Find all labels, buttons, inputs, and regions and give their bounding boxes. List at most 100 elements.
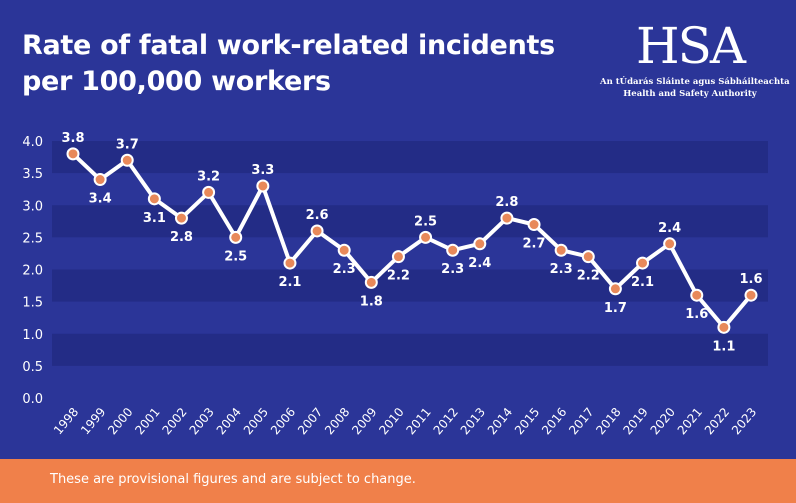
data-point (174, 211, 188, 225)
data-label: 2.2 (387, 269, 410, 284)
x-tick-label: 2005 (241, 405, 271, 437)
x-tick-label: 2018 (593, 405, 623, 437)
y-tick-label: 2.5 (22, 231, 43, 246)
x-tick-label: 2023 (729, 405, 759, 437)
grid-band (52, 141, 768, 174)
footer-note: These are provisional figures and are su… (50, 472, 416, 487)
data-point (717, 320, 731, 334)
data-point (364, 275, 378, 289)
data-point (147, 192, 161, 206)
data-label: 1.8 (360, 294, 383, 309)
data-label: 3.8 (61, 131, 84, 146)
x-tick-label: 2014 (485, 405, 515, 437)
x-tick-label: 2001 (132, 405, 162, 437)
x-tick-label: 2011 (403, 405, 433, 437)
title-line-2: per 100,000 workers (22, 66, 331, 97)
x-tick-label: 2000 (105, 405, 135, 437)
data-point (527, 218, 541, 232)
data-label: 2.8 (495, 195, 518, 210)
data-point (473, 237, 487, 251)
data-label: 2.1 (631, 275, 654, 290)
x-tick-label: 2007 (295, 405, 325, 437)
data-point (663, 237, 677, 251)
data-point (446, 243, 460, 257)
x-tick-label: 2008 (322, 405, 352, 437)
x-tick-label: 2004 (214, 405, 244, 437)
footer-bar: These are provisional figures and are su… (0, 459, 796, 503)
data-label: 2.7 (523, 237, 546, 252)
x-tick-label: 2021 (675, 405, 705, 437)
page-title: Rate of fatal work-related incidents per… (22, 28, 555, 100)
data-point (608, 282, 622, 296)
data-label: 2.1 (278, 275, 301, 290)
data-label: 2.3 (550, 262, 573, 277)
y-tick-label: 1.0 (22, 328, 43, 343)
y-tick-label: 0.0 (22, 392, 43, 407)
x-tick-label: 1998 (51, 405, 81, 437)
x-tick-label: 2010 (376, 405, 406, 437)
data-point (419, 230, 433, 244)
x-tick-label: 1999 (78, 405, 108, 437)
grid-bands (52, 141, 768, 366)
data-label: 2.8 (170, 230, 193, 245)
x-tick-label: 2015 (512, 405, 542, 437)
x-tick-label: 2020 (648, 405, 678, 437)
y-tick-label: 2.0 (22, 264, 43, 279)
data-point (636, 256, 650, 270)
x-tick-label: 2003 (187, 405, 217, 437)
logo-irish-name: An tÚdarás Sláinte agus Sábháilteachta (600, 77, 790, 87)
data-point (66, 147, 80, 161)
x-tick-label: 2016 (539, 405, 569, 437)
x-tick-label: 2019 (620, 405, 650, 437)
data-label: 1.6 (685, 307, 708, 322)
title-line-1: Rate of fatal work-related incidents (22, 30, 555, 61)
data-point (283, 256, 297, 270)
y-tick-label: 1.5 (22, 296, 43, 311)
data-label: 2.3 (441, 262, 464, 277)
x-tick-label: 2017 (566, 405, 596, 437)
grid-band (52, 333, 768, 366)
y-tick-label: 3.0 (22, 199, 43, 214)
data-label: 3.1 (143, 211, 166, 226)
data-label: 1.1 (712, 339, 735, 354)
data-labels-group: 3.8 3.4 3.7 3.1 2.8 3.2 2.5 3.3 2.1 2.6 2.3 1.8 2.2 2… (61, 131, 762, 354)
data-point (500, 211, 514, 225)
data-label: 2.3 (333, 262, 356, 277)
data-label: 2.5 (414, 214, 437, 229)
data-label: 1.6 (739, 272, 762, 287)
data-label: 1.7 (604, 301, 627, 316)
data-label: 3.7 (116, 137, 139, 152)
data-point (93, 173, 107, 187)
data-point (581, 250, 595, 264)
x-tick-label: 2002 (159, 405, 189, 437)
logo-english-name: Health and Safety Authority (623, 89, 757, 99)
y-tick-label: 0.5 (22, 360, 43, 375)
markers-group (66, 147, 758, 334)
x-tick-label: 2022 (702, 405, 732, 437)
data-point (554, 243, 568, 257)
x-tick-label: 2009 (349, 405, 379, 437)
data-label: 2.2 (577, 269, 600, 284)
data-point (202, 185, 216, 199)
y-tick-label: 3.5 (22, 167, 43, 182)
data-point (744, 288, 758, 302)
x-tick-label: 2012 (431, 405, 461, 437)
data-point (690, 288, 704, 302)
data-point (310, 224, 324, 238)
data-label: 2.6 (306, 208, 329, 223)
y-axis-ticks: 0.0 0.5 1.0 1.5 2.0 2.5 3.0 3.5 4.0 (22, 135, 43, 407)
data-label: 2.4 (468, 256, 491, 271)
y-tick-label: 4.0 (22, 135, 43, 150)
data-label: 3.2 (197, 169, 220, 184)
data-label: 2.4 (658, 221, 681, 236)
x-tick-label: 2013 (458, 405, 488, 437)
data-label: 2.5 (224, 249, 247, 264)
data-point (120, 153, 134, 167)
data-point (256, 179, 270, 193)
grid-band (52, 269, 768, 302)
data-label: 3.4 (89, 192, 112, 207)
data-point (337, 243, 351, 257)
data-label: 3.3 (251, 163, 274, 178)
x-tick-label: 2006 (268, 405, 298, 437)
